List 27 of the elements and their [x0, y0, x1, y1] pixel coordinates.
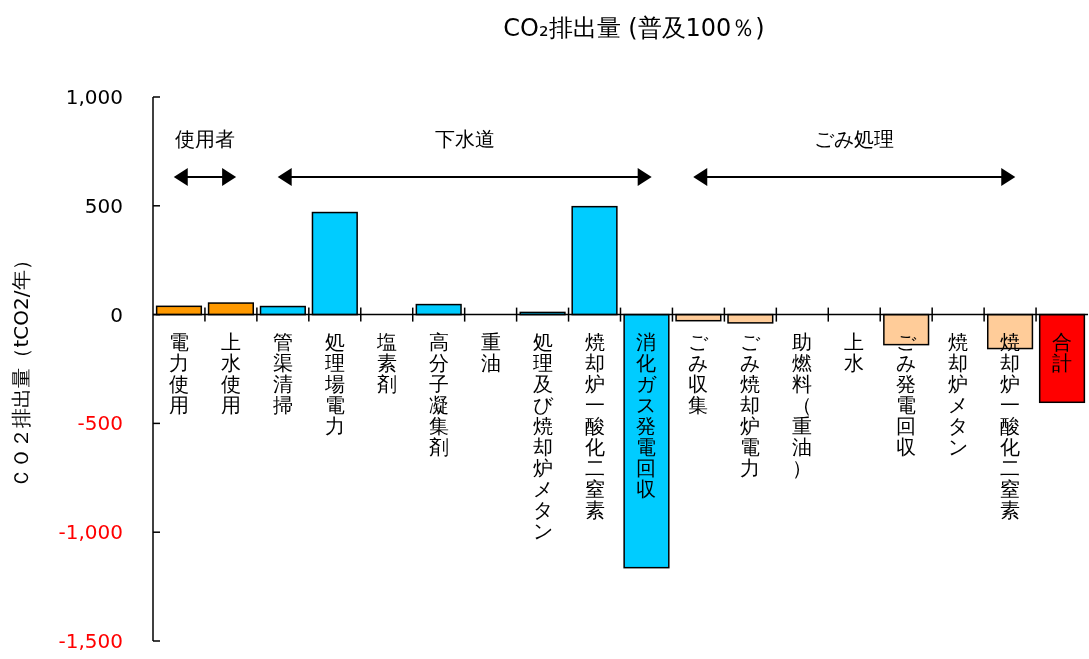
xtick: 重油	[480, 329, 501, 375]
xtick: 処理場電力	[324, 329, 345, 438]
xtick: 上水使用	[220, 329, 241, 417]
ytick: 500	[84, 193, 123, 218]
ylabel: ＣＯ２排出量（tCO2/年）	[9, 250, 33, 488]
ytick: -500	[77, 411, 123, 436]
xtick: 助燃料（重油）	[792, 329, 813, 480]
xtick: 処理及び焼却炉メタン	[532, 329, 553, 543]
xtick: 焼却炉メタン	[948, 329, 969, 459]
xtick: 上水	[844, 329, 865, 375]
ytick: 1,000	[65, 85, 123, 109]
xtick: 消化ガス発電回収	[636, 329, 657, 501]
xtick: 高分子凝集剤	[428, 329, 449, 459]
title: CO₂排出量 (普及100％)	[503, 14, 765, 42]
xtick: 管渠清掃	[272, 329, 293, 417]
ytick: 0	[110, 302, 123, 327]
xtick: 焼却炉一酸化二窒素	[584, 329, 605, 522]
ytick: -1,000	[58, 520, 123, 545]
annotation: 下水道	[434, 127, 495, 151]
xtick: ごみ焼却炉電力	[740, 329, 761, 480]
xtick: 塩素剤	[376, 329, 397, 396]
xtick: ごみ収集	[688, 329, 709, 417]
xtick: 電力使用	[168, 329, 189, 417]
ytick: -1,500	[58, 629, 123, 653]
annotation: ごみ処理	[814, 127, 895, 151]
xtick: 合計	[1052, 329, 1073, 375]
annotation: 使用者	[174, 127, 235, 151]
